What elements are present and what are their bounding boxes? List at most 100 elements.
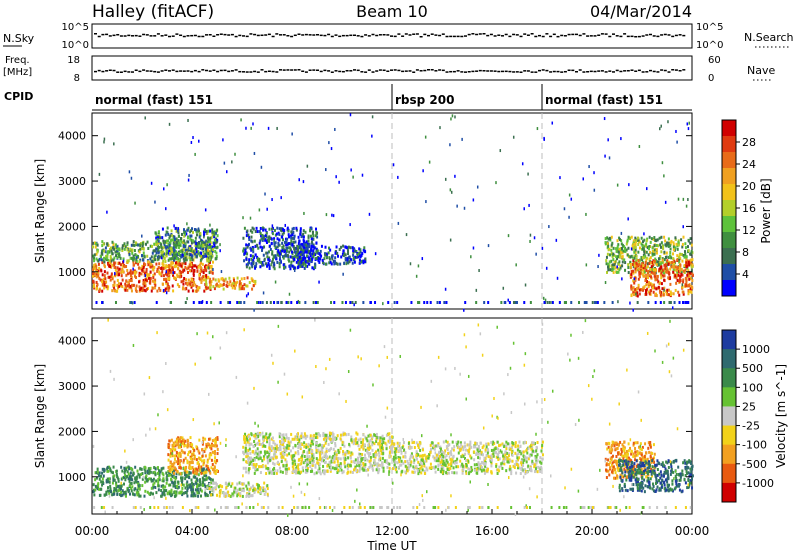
range-cell: [162, 255, 165, 259]
range-cell: [615, 270, 618, 274]
range-cell: [270, 237, 273, 241]
range-cell: [190, 488, 193, 492]
range-cell: [664, 269, 667, 273]
range-cell: [101, 283, 104, 287]
range-cell: [684, 276, 687, 280]
range-cell: [309, 434, 312, 438]
scatter-cell: [249, 216, 252, 220]
range-cell: [95, 242, 98, 246]
range-cell: [645, 256, 648, 260]
range-cell: [338, 247, 341, 251]
range-cell: [242, 247, 245, 251]
range-cell: [261, 246, 264, 250]
range-cell: [299, 462, 302, 466]
range-cell: [272, 255, 275, 259]
range-cell: [675, 242, 678, 246]
range-cell: [133, 263, 136, 267]
range-cell: [213, 287, 216, 291]
range-cell: [651, 283, 654, 287]
ground-scatter-cell: [611, 301, 614, 304]
range-cell: [154, 258, 157, 262]
range-cell: [618, 268, 621, 272]
range-cell: [290, 454, 293, 458]
scatter-cell: [616, 183, 619, 187]
range-cell: [183, 241, 186, 245]
freq-point: [582, 71, 586, 73]
range-cell: [266, 436, 269, 440]
range-cell: [288, 246, 291, 250]
range-cell: [185, 278, 188, 282]
nsky-point: [275, 33, 279, 35]
range-cell: [131, 485, 134, 489]
range-cell: [310, 467, 313, 471]
range-cell: [294, 250, 297, 254]
range-cell: [672, 264, 675, 268]
range-cell: [100, 258, 103, 262]
range-cell: [92, 285, 95, 289]
range-cell: [363, 249, 366, 253]
range-cell: [352, 250, 355, 254]
range-cell: [159, 470, 162, 474]
range-cell: [121, 270, 124, 274]
range-cell: [687, 239, 690, 243]
range-cell: [130, 487, 133, 491]
range-cell: [111, 252, 114, 256]
range-cell: [183, 268, 186, 272]
nsky-point: [319, 34, 323, 37]
range-cell: [254, 279, 257, 283]
range-cell: [621, 251, 624, 255]
range-cell: [289, 246, 292, 250]
range-cell: [164, 485, 167, 489]
range-cell: [310, 248, 313, 252]
freq-point: [186, 70, 190, 72]
range-cell: [290, 239, 293, 243]
range-cell: [209, 477, 212, 481]
range-cell: [236, 280, 239, 284]
range-cell: [255, 442, 258, 446]
range-cell: [186, 240, 189, 244]
scatter-cell: [134, 201, 136, 205]
range-cell: [98, 471, 101, 475]
range-cell: [115, 272, 118, 276]
range-cell: [167, 458, 170, 462]
range-cell: [245, 263, 248, 267]
range-cell: [118, 484, 121, 488]
range-cell: [682, 269, 685, 273]
range-cell: [199, 246, 202, 250]
range-cell: [352, 256, 355, 260]
range-cell: [340, 255, 343, 259]
range-cell: [248, 258, 251, 262]
range-cell: [149, 491, 152, 495]
range-cell: [194, 475, 197, 479]
range-cell: [665, 289, 668, 293]
range-cell: [152, 260, 155, 264]
range-cell: [184, 248, 187, 252]
range-cell: [113, 280, 116, 284]
range-cell: [282, 464, 285, 468]
freq-tick-bottom: 8: [74, 73, 80, 84]
range-cell: [109, 255, 112, 259]
range-cell: [342, 470, 345, 474]
freq-point: [279, 69, 282, 71]
range-cell: [285, 433, 288, 437]
range-cell: [685, 261, 688, 265]
range-cell: [172, 273, 175, 277]
range-cell: [645, 283, 648, 287]
range-cell: [117, 268, 120, 272]
range-cell: [198, 235, 201, 239]
range-cell: [323, 257, 326, 261]
range-cell: [107, 258, 110, 262]
range-cell: [277, 448, 280, 452]
range-cell: [672, 257, 675, 261]
range-cell: [362, 466, 365, 470]
range-cell: [203, 265, 206, 269]
range-cell: [269, 247, 272, 251]
range-cell: [267, 250, 270, 254]
range-cell: [241, 488, 244, 492]
range-cell: [187, 226, 190, 230]
range-cell: [333, 260, 336, 264]
range-cell: [632, 256, 635, 260]
range-cell: [162, 274, 165, 278]
range-cell: [286, 237, 289, 241]
range-cell: [243, 482, 246, 486]
